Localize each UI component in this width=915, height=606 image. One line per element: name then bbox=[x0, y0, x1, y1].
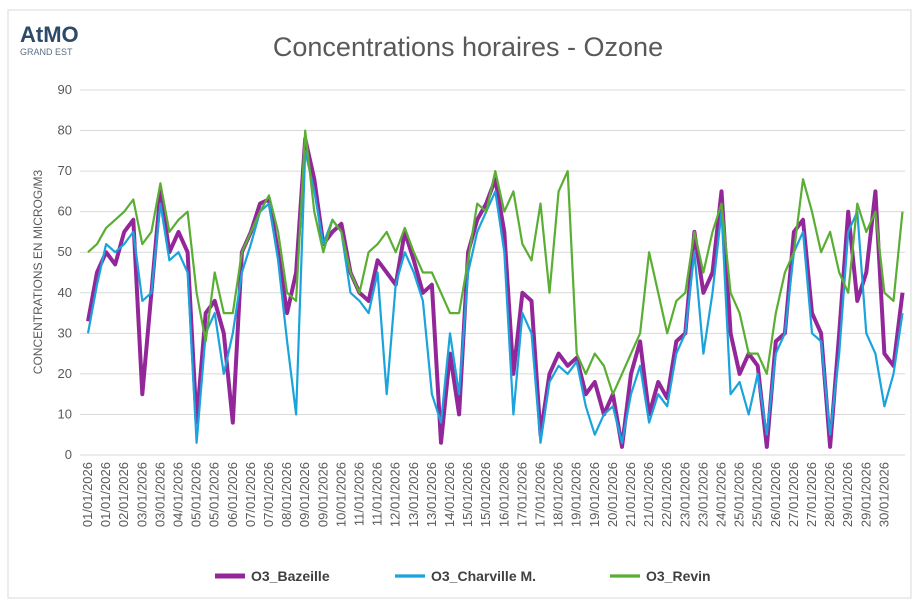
x-tick-label: 29/01/2026 bbox=[858, 462, 873, 527]
chart-title: Concentrations horaires - Ozone bbox=[273, 32, 663, 62]
x-tick-label: 02/01/2026 bbox=[116, 462, 131, 527]
y-axis-label: CONCENTRATIONS EN MICROG/M3 bbox=[31, 169, 45, 374]
x-tick-label: 23/01/2026 bbox=[695, 462, 710, 527]
x-tick-label: 16/01/2026 bbox=[496, 462, 511, 527]
x-tick-label: 10/01/2026 bbox=[333, 462, 348, 527]
x-tick-label: 19/01/2026 bbox=[569, 462, 584, 527]
series-line bbox=[87, 129, 904, 396]
x-tick-label: 28/01/2026 bbox=[822, 462, 837, 527]
series-line bbox=[86, 149, 904, 444]
x-tick-label: 19/01/2026 bbox=[587, 462, 602, 527]
y-tick-label: 70 bbox=[58, 163, 72, 178]
x-tick-label: 17/01/2026 bbox=[533, 462, 548, 527]
x-tick-label: 05/01/2026 bbox=[189, 462, 204, 527]
logo: AtMO bbox=[20, 22, 79, 47]
series-line bbox=[86, 136, 905, 449]
x-tick-label: 15/01/2026 bbox=[460, 462, 475, 527]
chart-frame bbox=[7, 9, 912, 599]
x-tick-label: 21/01/2026 bbox=[641, 462, 656, 527]
y-tick-label: 40 bbox=[58, 285, 72, 300]
x-tick-label: 24/01/2026 bbox=[714, 462, 729, 527]
x-tick-label: 05/01/2026 bbox=[207, 462, 222, 527]
y-tick-label: 30 bbox=[58, 325, 72, 340]
legend-label: O3_Charville M. bbox=[431, 568, 536, 584]
x-tick-label: 18/01/2026 bbox=[551, 462, 566, 527]
x-tick-label: 26/01/2026 bbox=[768, 462, 783, 527]
y-tick-label: 10 bbox=[58, 406, 72, 421]
x-tick-label: 27/01/2026 bbox=[786, 462, 801, 527]
x-tick-label: 01/01/2026 bbox=[98, 462, 113, 527]
y-tick-label: 80 bbox=[58, 123, 72, 138]
x-tick-label: 11/01/2026 bbox=[370, 462, 385, 526]
x-tick-label: 07/01/2026 bbox=[261, 462, 276, 527]
x-tick-label: 13/01/2026 bbox=[424, 462, 439, 527]
y-tick-label: 0 bbox=[65, 447, 72, 462]
logo-subtitle: GRAND EST bbox=[20, 47, 73, 57]
x-tick-label: 07/01/2026 bbox=[243, 462, 258, 527]
x-tick-label: 04/01/2026 bbox=[171, 462, 186, 527]
x-tick-label: 22/01/2026 bbox=[659, 462, 674, 527]
x-tick-label: 06/01/2026 bbox=[225, 462, 240, 527]
x-tick-label: 09/01/2026 bbox=[297, 462, 312, 527]
x-tick-label: 15/01/2026 bbox=[478, 462, 493, 527]
x-tick-label: 03/01/2026 bbox=[134, 462, 149, 527]
x-tick-label: 20/01/2026 bbox=[605, 462, 620, 527]
x-tick-label: 01/01/2026 bbox=[80, 462, 95, 527]
x-tick-label: 13/01/2026 bbox=[406, 462, 421, 527]
x-tick-label: 27/01/2026 bbox=[804, 462, 819, 527]
x-tick-label: 29/01/2026 bbox=[840, 462, 855, 527]
legend-label: O3_Bazeille bbox=[251, 568, 330, 584]
y-tick-label: 20 bbox=[58, 366, 72, 381]
x-tick-label: 03/01/2026 bbox=[152, 462, 167, 527]
x-tick-label: 21/01/2026 bbox=[623, 462, 638, 527]
x-tick-label: 12/01/2026 bbox=[388, 462, 403, 527]
y-tick-label: 90 bbox=[58, 82, 72, 97]
x-tick-label: 30/01/2026 bbox=[876, 462, 891, 527]
x-tick-label: 17/01/2026 bbox=[514, 462, 529, 527]
x-tick-label: 23/01/2026 bbox=[677, 462, 692, 527]
x-tick-label: 14/01/2026 bbox=[442, 462, 457, 527]
x-tick-label: 09/01/2026 bbox=[315, 462, 330, 527]
x-tick-label: 11/01/2026 bbox=[352, 462, 367, 526]
x-tick-label: 25/01/2026 bbox=[750, 462, 765, 527]
legend-label: O3_Revin bbox=[646, 568, 711, 584]
x-tick-label: 08/01/2026 bbox=[279, 462, 294, 527]
y-tick-label: 60 bbox=[58, 204, 72, 219]
y-tick-label: 50 bbox=[58, 244, 72, 259]
x-tick-label: 25/01/2026 bbox=[732, 462, 747, 527]
